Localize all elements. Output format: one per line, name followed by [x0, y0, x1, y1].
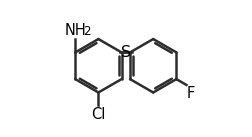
Text: Cl: Cl [91, 107, 105, 122]
Text: S: S [120, 45, 130, 60]
Text: 2: 2 [82, 25, 90, 38]
Text: F: F [186, 86, 194, 101]
Text: NH: NH [64, 23, 86, 38]
